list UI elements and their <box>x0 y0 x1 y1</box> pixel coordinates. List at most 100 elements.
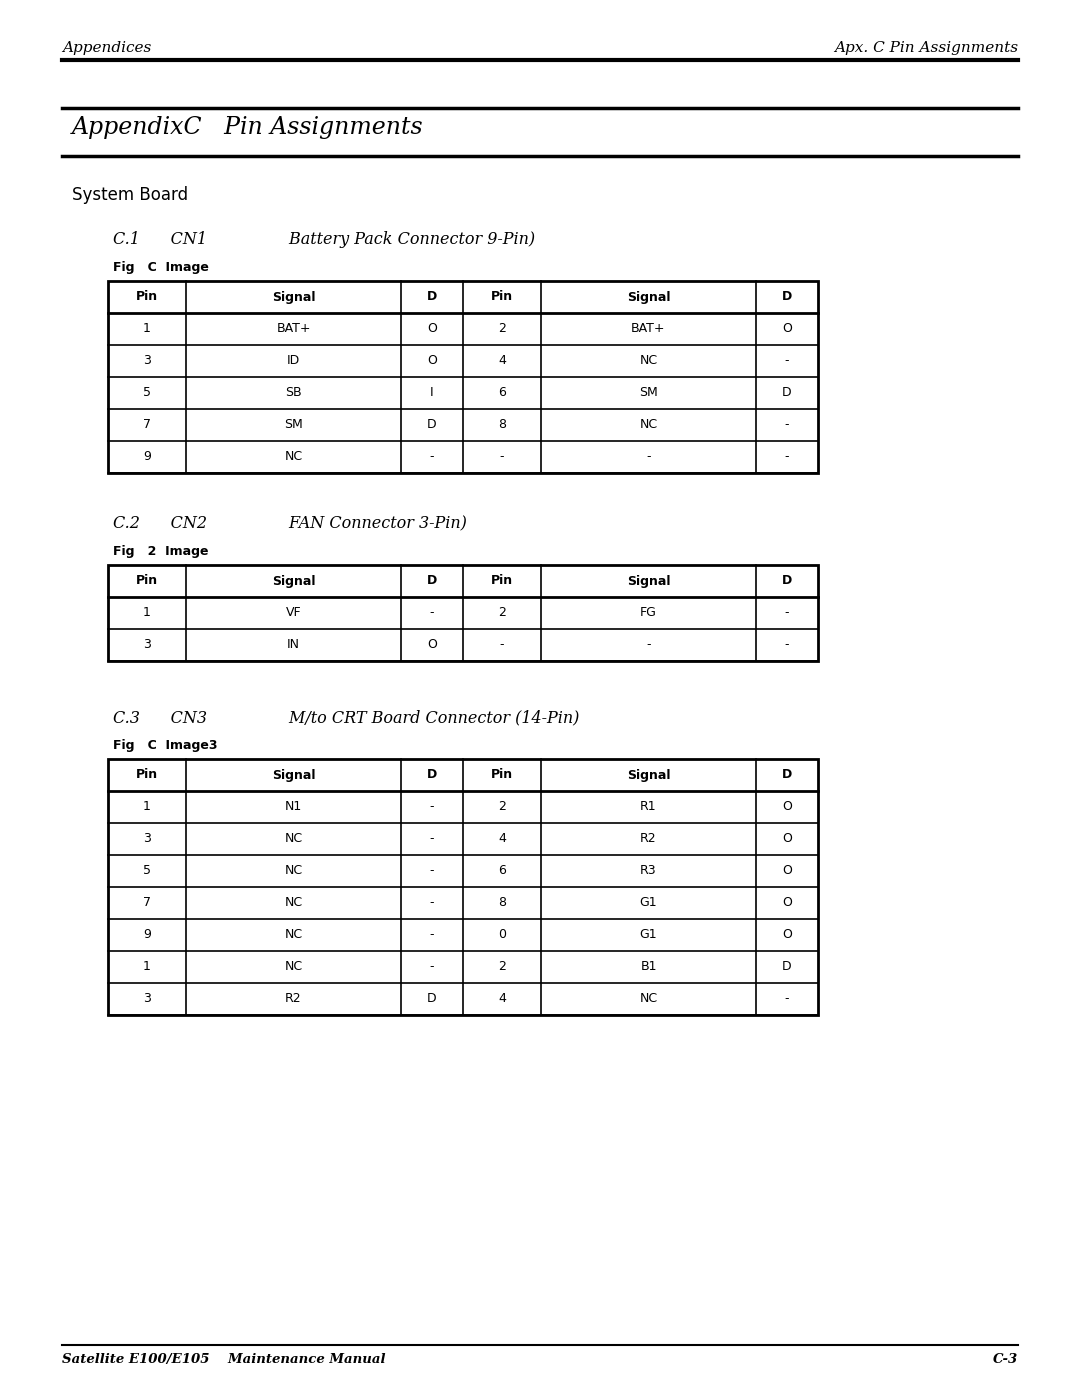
Text: BAT+: BAT+ <box>276 323 311 335</box>
Text: 5: 5 <box>143 865 151 877</box>
Text: -: - <box>430 800 434 813</box>
Text: N1: N1 <box>285 800 302 813</box>
Text: D: D <box>782 961 792 974</box>
Text: -: - <box>646 450 651 464</box>
Text: C.3      CN3                M/to CRT Board Connector (14-Pin): C.3 CN3 M/to CRT Board Connector (14-Pin… <box>113 710 579 726</box>
Text: O: O <box>782 929 792 942</box>
Text: -: - <box>500 450 504 464</box>
Text: NC: NC <box>639 992 658 1006</box>
Text: 2: 2 <box>498 323 505 335</box>
Text: O: O <box>782 865 792 877</box>
Text: R2: R2 <box>640 833 657 845</box>
Text: R2: R2 <box>285 992 301 1006</box>
Text: AppendixC   Pin Assignments: AppendixC Pin Assignments <box>72 116 423 138</box>
Text: Signal: Signal <box>272 768 315 781</box>
Text: 3: 3 <box>143 355 151 367</box>
Text: -: - <box>785 419 789 432</box>
Text: NC: NC <box>639 355 658 367</box>
Text: -: - <box>500 638 504 651</box>
Text: 3: 3 <box>143 992 151 1006</box>
Text: 3: 3 <box>143 638 151 651</box>
Text: System Board: System Board <box>72 186 188 204</box>
Text: -: - <box>430 929 434 942</box>
Text: SM: SM <box>284 419 302 432</box>
Text: 2: 2 <box>498 606 505 619</box>
Text: BAT+: BAT+ <box>631 323 665 335</box>
Text: -: - <box>430 833 434 845</box>
Text: Pin: Pin <box>136 574 158 588</box>
Text: NC: NC <box>284 961 302 974</box>
Text: 6: 6 <box>498 387 505 400</box>
Text: 2: 2 <box>498 961 505 974</box>
Text: Pin: Pin <box>491 291 513 303</box>
Text: NC: NC <box>284 833 302 845</box>
Text: C.1      CN1                Battery Pack Connector 9-Pin): C.1 CN1 Battery Pack Connector 9-Pin) <box>113 231 535 249</box>
Text: D: D <box>782 387 792 400</box>
Text: 5: 5 <box>143 387 151 400</box>
Text: 2: 2 <box>498 800 505 813</box>
Bar <box>108 759 818 1016</box>
Text: -: - <box>785 450 789 464</box>
Text: 9: 9 <box>143 450 151 464</box>
Text: Pin: Pin <box>491 574 513 588</box>
Text: -: - <box>430 865 434 877</box>
Text: 8: 8 <box>498 419 507 432</box>
Text: C-3: C-3 <box>993 1354 1018 1366</box>
Text: D: D <box>782 574 792 588</box>
Text: I: I <box>430 387 434 400</box>
Text: Pin: Pin <box>136 768 158 781</box>
Text: NC: NC <box>284 865 302 877</box>
Text: 1: 1 <box>143 606 151 619</box>
Text: D: D <box>427 574 437 588</box>
Text: D: D <box>782 291 792 303</box>
Text: Signal: Signal <box>272 574 315 588</box>
Text: NC: NC <box>284 450 302 464</box>
Text: 6: 6 <box>498 865 505 877</box>
Text: O: O <box>782 323 792 335</box>
Text: FG: FG <box>640 606 657 619</box>
Bar <box>108 281 818 474</box>
Text: Signal: Signal <box>272 291 315 303</box>
Text: Appendices: Appendices <box>62 41 151 54</box>
Text: 7: 7 <box>143 419 151 432</box>
Text: 1: 1 <box>143 961 151 974</box>
Text: Fig   2  Image: Fig 2 Image <box>113 545 208 557</box>
Text: O: O <box>782 800 792 813</box>
Text: G1: G1 <box>639 897 658 909</box>
Text: 8: 8 <box>498 897 507 909</box>
Text: -: - <box>430 606 434 619</box>
Text: 4: 4 <box>498 355 505 367</box>
Text: Signal: Signal <box>626 768 671 781</box>
Text: -: - <box>785 606 789 619</box>
Text: -: - <box>430 961 434 974</box>
Text: ID: ID <box>287 355 300 367</box>
Text: O: O <box>427 355 437 367</box>
Text: Pin: Pin <box>491 768 513 781</box>
Text: 4: 4 <box>498 992 505 1006</box>
Text: O: O <box>427 323 437 335</box>
Text: Satellite E100/E105    Maintenance Manual: Satellite E100/E105 Maintenance Manual <box>62 1354 386 1366</box>
Text: -: - <box>785 638 789 651</box>
Text: NC: NC <box>284 929 302 942</box>
Text: O: O <box>782 833 792 845</box>
Text: 0: 0 <box>498 929 507 942</box>
Text: IN: IN <box>287 638 300 651</box>
Text: -: - <box>646 638 651 651</box>
Text: NC: NC <box>639 419 658 432</box>
Text: D: D <box>427 768 437 781</box>
Text: NC: NC <box>284 897 302 909</box>
Text: O: O <box>782 897 792 909</box>
Text: Apx. C Pin Assignments: Apx. C Pin Assignments <box>834 41 1018 54</box>
Text: -: - <box>430 450 434 464</box>
Text: D: D <box>428 419 436 432</box>
Text: Signal: Signal <box>626 574 671 588</box>
Text: D: D <box>428 992 436 1006</box>
Text: Signal: Signal <box>626 291 671 303</box>
Text: -: - <box>430 897 434 909</box>
Bar <box>108 564 818 661</box>
Text: 9: 9 <box>143 929 151 942</box>
Text: Fig   C  Image: Fig C Image <box>113 261 208 274</box>
Text: Pin: Pin <box>136 291 158 303</box>
Text: R1: R1 <box>640 800 657 813</box>
Text: C.2      CN2                FAN Connector 3-Pin): C.2 CN2 FAN Connector 3-Pin) <box>113 515 467 532</box>
